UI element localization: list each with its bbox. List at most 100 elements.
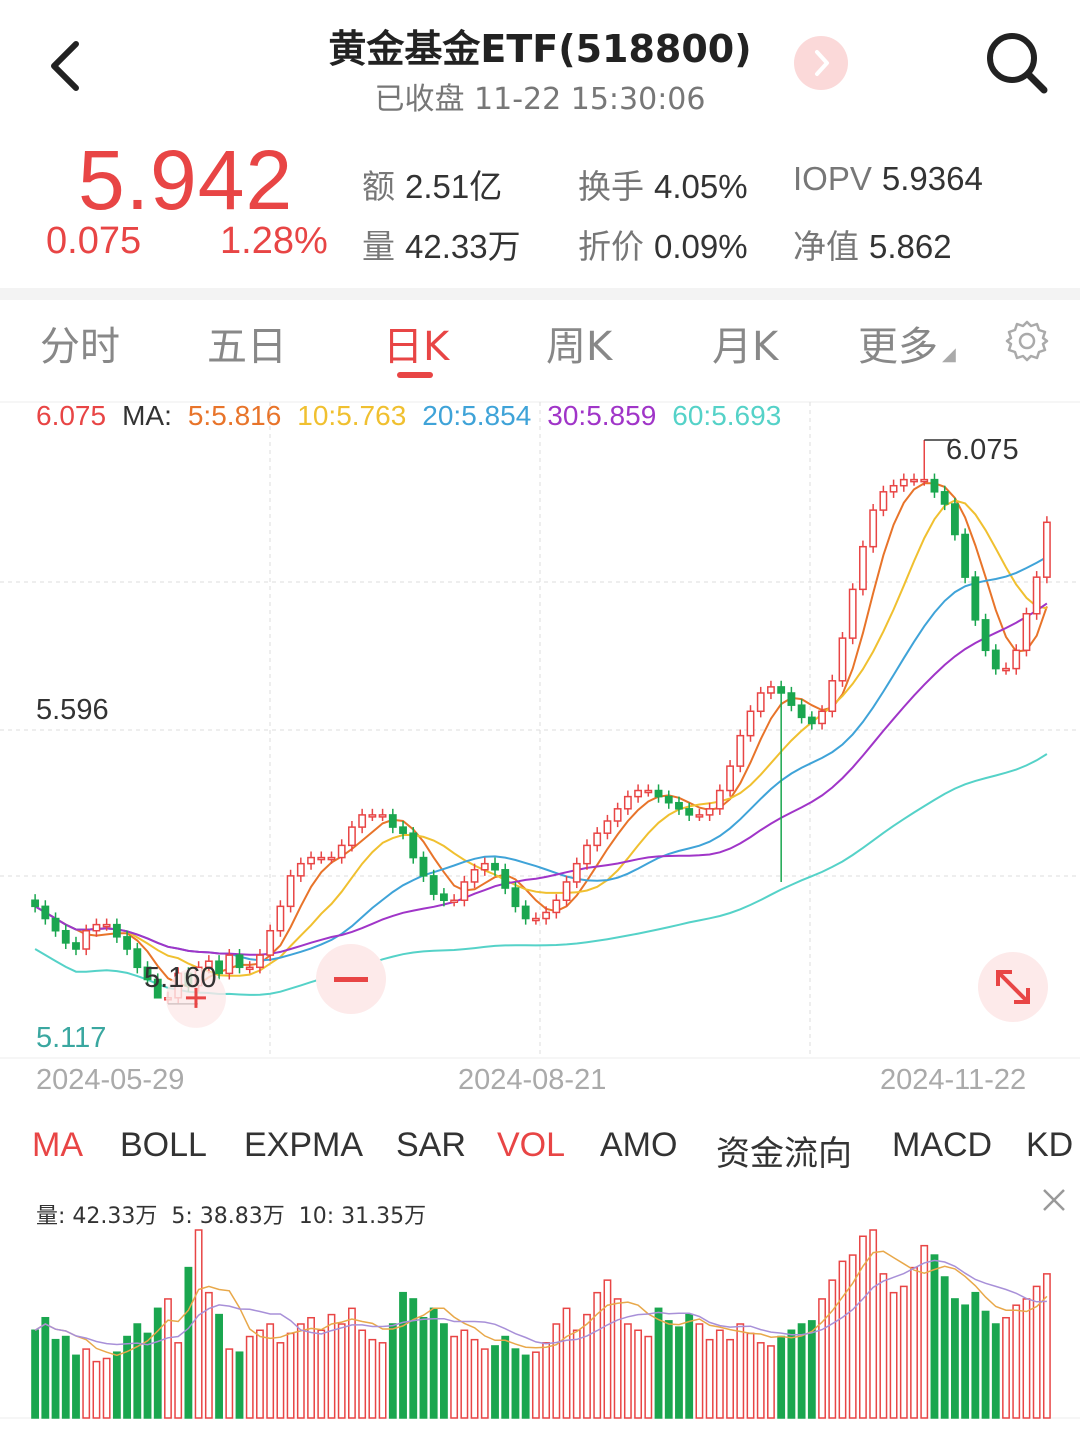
candle — [572, 857, 581, 889]
close-indicator-button[interactable] — [1038, 1184, 1070, 1216]
stat-label: 换手 — [578, 168, 644, 205]
volume-bar — [910, 1266, 918, 1419]
volume-bar — [61, 1335, 70, 1419]
volume-bar — [388, 1323, 397, 1419]
indicator-tab-ma[interactable]: MA — [32, 1126, 83, 1164]
volume-bar — [705, 1338, 714, 1419]
volume-bar — [112, 1351, 121, 1419]
tab-more[interactable]: 更多 ◢ — [858, 314, 956, 372]
tab-weekly-k[interactable]: 周K — [546, 324, 613, 370]
stat-amount: 额 2.51亿 — [362, 160, 502, 208]
candle — [327, 851, 336, 864]
candle — [1022, 607, 1031, 657]
volume-bar — [685, 1313, 694, 1419]
volume-bar — [695, 1323, 704, 1419]
next-stock-button[interactable] — [794, 36, 848, 90]
volume-bar — [838, 1260, 847, 1419]
volume-ma10: 10: 31.35万 — [298, 1204, 427, 1229]
volume-bar — [51, 1338, 60, 1419]
candle — [491, 857, 499, 876]
stat-label: 折价 — [578, 228, 644, 265]
indicator-tab-expma[interactable]: EXPMA — [244, 1126, 364, 1164]
page-title: 黄金基金ETF(518800) — [328, 27, 752, 71]
market-status: 已收盘 11-22 15:30:06 — [374, 82, 706, 117]
volume-bar — [787, 1329, 796, 1419]
volume-bar — [399, 1291, 407, 1419]
indicator-tab-sar[interactable]: SAR — [396, 1126, 466, 1164]
candle — [358, 808, 367, 834]
chart-settings-button[interactable] — [1004, 318, 1050, 364]
volume-bar — [378, 1342, 387, 1419]
volume-bar — [1032, 1285, 1041, 1419]
volume-bar — [256, 1329, 264, 1419]
stat-label: 量 — [362, 228, 395, 265]
indicator-tab-vol[interactable]: VOL — [497, 1126, 566, 1164]
volume-bar — [593, 1291, 602, 1419]
volume-bar — [542, 1342, 551, 1419]
volume-bar — [623, 1323, 632, 1419]
volume-bar — [501, 1335, 510, 1419]
volume-bar — [961, 1304, 970, 1419]
volume-bar — [552, 1323, 561, 1419]
candle — [480, 857, 489, 876]
fullscreen-button[interactable] — [978, 952, 1048, 1022]
volume-bar — [654, 1307, 663, 1419]
ma-legend-price: 6.075 — [36, 400, 107, 431]
ma30-value: 30:5.859 — [547, 400, 657, 431]
candle — [818, 705, 826, 730]
zoom-out-button[interactable] — [316, 944, 386, 1014]
search-button[interactable] — [982, 28, 1052, 98]
candle — [685, 802, 694, 822]
stat-nav: 净值 5.862 — [793, 220, 952, 268]
indicator-tab-amo[interactable]: AMO — [600, 1126, 678, 1164]
date-label-end: 2024-11-22 — [880, 1064, 1027, 1096]
volume-bar — [521, 1354, 530, 1419]
indicator-tab-capital-flow[interactable]: 资金流向 — [716, 1135, 852, 1173]
volume-bar — [950, 1298, 959, 1419]
volume-bar — [818, 1298, 826, 1419]
volume-bar — [767, 1345, 775, 1419]
ma-legend: 6.075 MA: 5:5.816 10:5.763 20:5.854 30:5.859 6… — [36, 400, 797, 432]
candle — [511, 881, 520, 913]
indicator-tab-kd[interactable]: KD — [1026, 1126, 1074, 1164]
volume-bar — [634, 1329, 643, 1419]
tab-five-day[interactable]: 五日 — [207, 324, 287, 370]
tab-monthly-k[interactable]: 月K — [712, 324, 779, 370]
candle — [204, 955, 213, 974]
candle — [981, 613, 990, 657]
volume-bar — [715, 1329, 724, 1419]
volume-value: 量: 42.33万 — [36, 1204, 158, 1229]
candle — [634, 784, 643, 803]
candle — [644, 784, 653, 797]
tab-daily-k[interactable]: 日K — [383, 324, 450, 370]
back-button[interactable] — [40, 30, 100, 100]
volume-chart[interactable] — [0, 1220, 1080, 1420]
candlestick-chart[interactable] — [0, 392, 1080, 1060]
tab-intraday[interactable]: 分时 — [40, 324, 120, 370]
volume-bar — [756, 1342, 765, 1419]
candle — [470, 863, 479, 889]
volume-bar — [583, 1313, 591, 1419]
volume-legend: 量: 42.33万 5: 38.83万 10: 31.35万 — [36, 1198, 440, 1230]
date-label-start: 2024-05-29 — [36, 1064, 185, 1096]
candle — [828, 674, 837, 718]
ma-legend-label: MA: — [122, 400, 172, 431]
volume-bar — [971, 1291, 980, 1419]
indicator-tab-macd[interactable]: MACD — [892, 1126, 993, 1164]
indicator-tab-boll[interactable]: BOLL — [120, 1126, 207, 1164]
volume-bar — [1042, 1273, 1051, 1419]
volume-bar — [143, 1332, 152, 1419]
date-label-mid: 2024-08-21 — [458, 1064, 607, 1096]
last-price: 5.942 — [78, 133, 294, 227]
volume-bar — [327, 1313, 336, 1419]
volume-bar — [123, 1335, 132, 1419]
candle — [787, 686, 796, 712]
candle — [848, 583, 857, 645]
volume-bar — [480, 1348, 489, 1419]
candle — [337, 839, 346, 864]
candle — [869, 504, 878, 553]
candle — [654, 784, 663, 803]
volume-bar — [439, 1323, 448, 1419]
candle — [399, 821, 407, 840]
volume-bar — [470, 1338, 479, 1419]
